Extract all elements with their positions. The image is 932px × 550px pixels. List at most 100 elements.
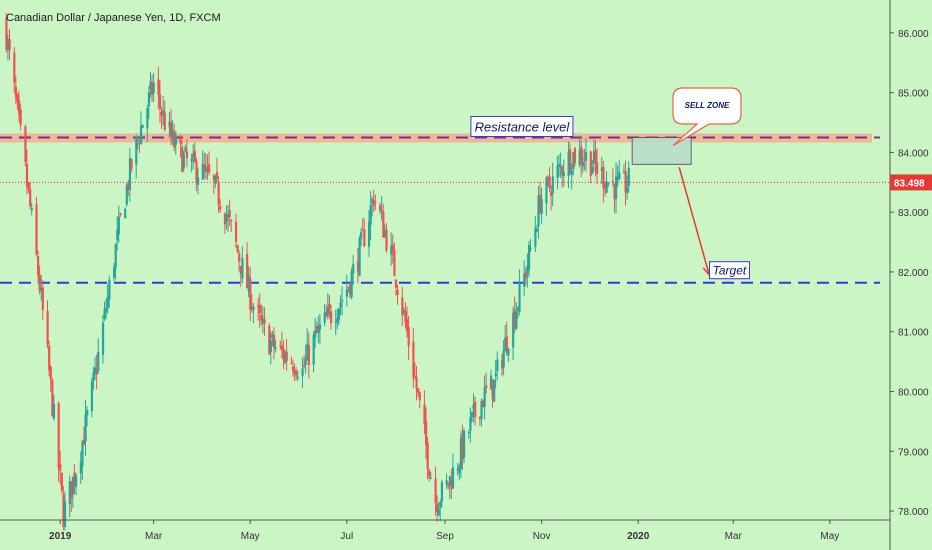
- price-tick-label: 86.000: [898, 29, 929, 40]
- candle-body: [535, 228, 539, 232]
- candle-body: [271, 334, 274, 338]
- candle-body: [363, 229, 366, 247]
- candle-body: [16, 94, 19, 103]
- candle-body: [489, 375, 493, 390]
- candle-body: [456, 468, 459, 471]
- candle-body: [491, 379, 494, 399]
- candle-body: [260, 315, 263, 321]
- time-axis[interactable]: 2019 Mar May Jul Sep Nov 2020 Mar May: [49, 520, 839, 542]
- candle-body: [192, 153, 195, 158]
- candle-body: [95, 369, 98, 375]
- candle-body: [94, 367, 97, 374]
- candle-body: [236, 245, 239, 253]
- candle-body: [461, 434, 464, 460]
- candle-body: [147, 92, 151, 107]
- candle-body: [329, 311, 333, 324]
- candle-body: [600, 167, 603, 172]
- resistance-annotation[interactable]: Resistance level: [470, 115, 574, 137]
- candle-body: [591, 167, 594, 175]
- candle-body: [551, 176, 554, 194]
- candle-body: [546, 176, 550, 179]
- candle-body: [504, 337, 507, 351]
- candle-body: [515, 311, 518, 329]
- candle-body: [480, 400, 483, 420]
- target-label: Target: [713, 264, 747, 278]
- candle-body: [445, 480, 448, 485]
- candle-body: [391, 244, 394, 251]
- candle-body: [204, 166, 208, 173]
- candle-body: [214, 175, 217, 184]
- candle-body: [578, 149, 581, 166]
- candle-body: [451, 467, 455, 489]
- candle-body: [40, 287, 43, 292]
- candle-body: [470, 411, 474, 418]
- candle-body: [246, 254, 249, 289]
- time-tick-label: 2019: [49, 531, 72, 542]
- candle-body: [263, 319, 266, 324]
- candle-body: [545, 177, 548, 204]
- candle-body: [507, 348, 510, 356]
- candle-body: [157, 79, 160, 95]
- candle-body: [25, 163, 29, 187]
- candle-body: [82, 439, 86, 445]
- candle-body: [101, 322, 105, 356]
- candle-body: [550, 191, 553, 197]
- candle-body: [393, 249, 396, 277]
- candle-body: [117, 216, 120, 235]
- price-tick-label: 80.000: [898, 387, 929, 398]
- candle-body: [79, 461, 82, 474]
- candle-body: [559, 165, 562, 168]
- candle-body: [326, 307, 330, 316]
- candle-body: [179, 139, 182, 144]
- candle-body: [18, 100, 21, 114]
- candle-body: [8, 39, 11, 51]
- price-axis[interactable]: 86.000 85.000 84.000 83.000 82.000 81.000 80.0…: [890, 29, 929, 518]
- target-annotation[interactable]: Target: [708, 261, 750, 280]
- candle-body: [390, 246, 393, 255]
- candle-body: [293, 369, 296, 375]
- candle-body: [483, 387, 486, 407]
- candle-body: [146, 108, 149, 129]
- candle-body: [523, 273, 526, 287]
- candle-body: [30, 208, 33, 211]
- candle-body: [374, 201, 377, 203]
- candle-body: [580, 146, 583, 163]
- candle-body: [158, 94, 162, 109]
- candle-body: [540, 199, 543, 214]
- candle-body: [49, 366, 52, 380]
- candle-body: [584, 151, 588, 162]
- candle-body: [238, 253, 241, 262]
- sell-zone-callout-bubble: [672, 87, 742, 146]
- candle-body: [611, 181, 615, 184]
- candle-body: [448, 476, 451, 486]
- candle-body: [626, 187, 629, 193]
- candle-body: [412, 341, 415, 378]
- candle-body: [615, 176, 618, 199]
- candle-body: [225, 216, 228, 222]
- candle-body: [573, 148, 577, 164]
- candle-body: [317, 325, 320, 333]
- candle-body: [561, 166, 564, 175]
- candle-body: [613, 184, 616, 200]
- sell-zone-callout[interactable]: SELL ZONE: [672, 87, 742, 146]
- candle-body: [502, 349, 505, 368]
- candle-body: [60, 472, 63, 491]
- candle-body: [314, 330, 317, 338]
- candle-body: [269, 340, 273, 352]
- candle-body: [622, 171, 626, 174]
- candle-body: [439, 502, 442, 507]
- candle-body: [127, 183, 130, 190]
- candle-body: [429, 477, 432, 479]
- candle-body: [312, 335, 315, 365]
- candle-body: [627, 167, 630, 186]
- candle-body: [168, 121, 171, 128]
- candle-body: [27, 182, 30, 189]
- candle-body: [385, 229, 388, 251]
- time-tick-label: May: [241, 531, 260, 542]
- candle-body: [537, 195, 540, 227]
- candle-body: [279, 345, 282, 347]
- candle-body: [138, 143, 141, 145]
- candle-body: [450, 479, 453, 489]
- candle-body: [257, 305, 260, 308]
